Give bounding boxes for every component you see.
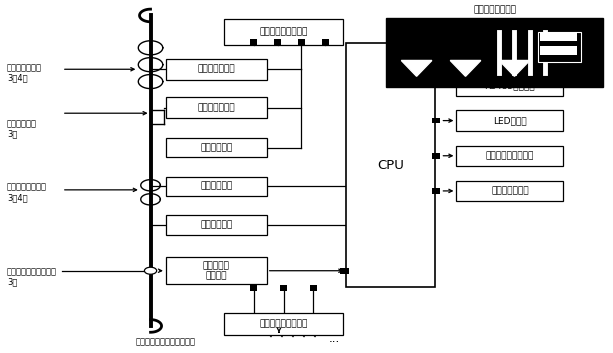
Bar [274, 39, 281, 46]
Bar [166, 138, 267, 157]
Bar [456, 145, 563, 166]
Text: 断路器一次侧电流通路
3套: 断路器一次侧电流通路 3套 [7, 267, 57, 286]
Bar [456, 75, 563, 96]
Text: 开关量采集电子开关: 开关量采集电子开关 [259, 319, 308, 329]
Text: 电压采集装置
3套: 电压采集装置 3套 [7, 119, 37, 139]
Text: 辅助工作电源: 辅助工作电源 [200, 220, 232, 229]
Bar [432, 83, 441, 88]
Text: CPU: CPU [377, 158, 404, 172]
Bar [432, 188, 441, 194]
Bar [432, 153, 441, 158]
Bar [386, 18, 603, 87]
Bar [538, 32, 581, 62]
Text: 速饱和电流互感器
3～4套: 速饱和电流互感器 3～4套 [7, 183, 47, 202]
Bar [340, 268, 349, 274]
Bar [540, 46, 577, 55]
Circle shape [145, 267, 157, 274]
Text: RS485驱动电路: RS485驱动电路 [484, 81, 535, 90]
Bar [322, 39, 329, 46]
Bar [298, 39, 305, 46]
Bar [166, 97, 267, 119]
Bar [540, 32, 577, 41]
Bar [166, 59, 267, 80]
Text: 电压采样及放大: 电压采样及放大 [197, 103, 235, 113]
Bar [224, 312, 343, 335]
Text: 驱动出口继电器: 驱动出口继电器 [491, 186, 528, 196]
Bar [224, 19, 343, 44]
Text: 磁通变换器
驱动电路: 磁通变换器 驱动电路 [203, 261, 230, 280]
Bar [456, 181, 563, 201]
Text: 断路器电子脱扣器: 断路器电子脱扣器 [473, 6, 516, 15]
Bar [166, 215, 267, 234]
Bar [166, 257, 267, 284]
Bar [432, 118, 441, 124]
Text: 电流采样及放大: 电流采样及放大 [197, 65, 235, 74]
Text: 环境温度采样: 环境温度采样 [200, 143, 232, 152]
Text: 键盘操作及编码电路: 键盘操作及编码电路 [485, 151, 534, 160]
Text: 模拟量采集电子开关: 模拟量采集电子开关 [259, 28, 308, 36]
Text: 空心电流互感器
3～4套: 空心电流互感器 3～4套 [7, 63, 42, 83]
Text: 工作电源电路: 工作电源电路 [200, 182, 232, 191]
Bar [456, 110, 563, 131]
Bar [280, 285, 287, 292]
Bar [166, 176, 267, 196]
Text: ...: ... [329, 333, 340, 346]
Polygon shape [450, 60, 481, 76]
Bar [310, 285, 317, 292]
Polygon shape [499, 60, 530, 76]
Text: LED显示器: LED显示器 [493, 116, 527, 125]
Bar [346, 43, 435, 287]
Bar [250, 285, 257, 292]
Bar [250, 39, 257, 46]
Text: 断路器各种开关量输入信号: 断路器各种开关量输入信号 [135, 337, 196, 346]
Polygon shape [402, 60, 432, 76]
